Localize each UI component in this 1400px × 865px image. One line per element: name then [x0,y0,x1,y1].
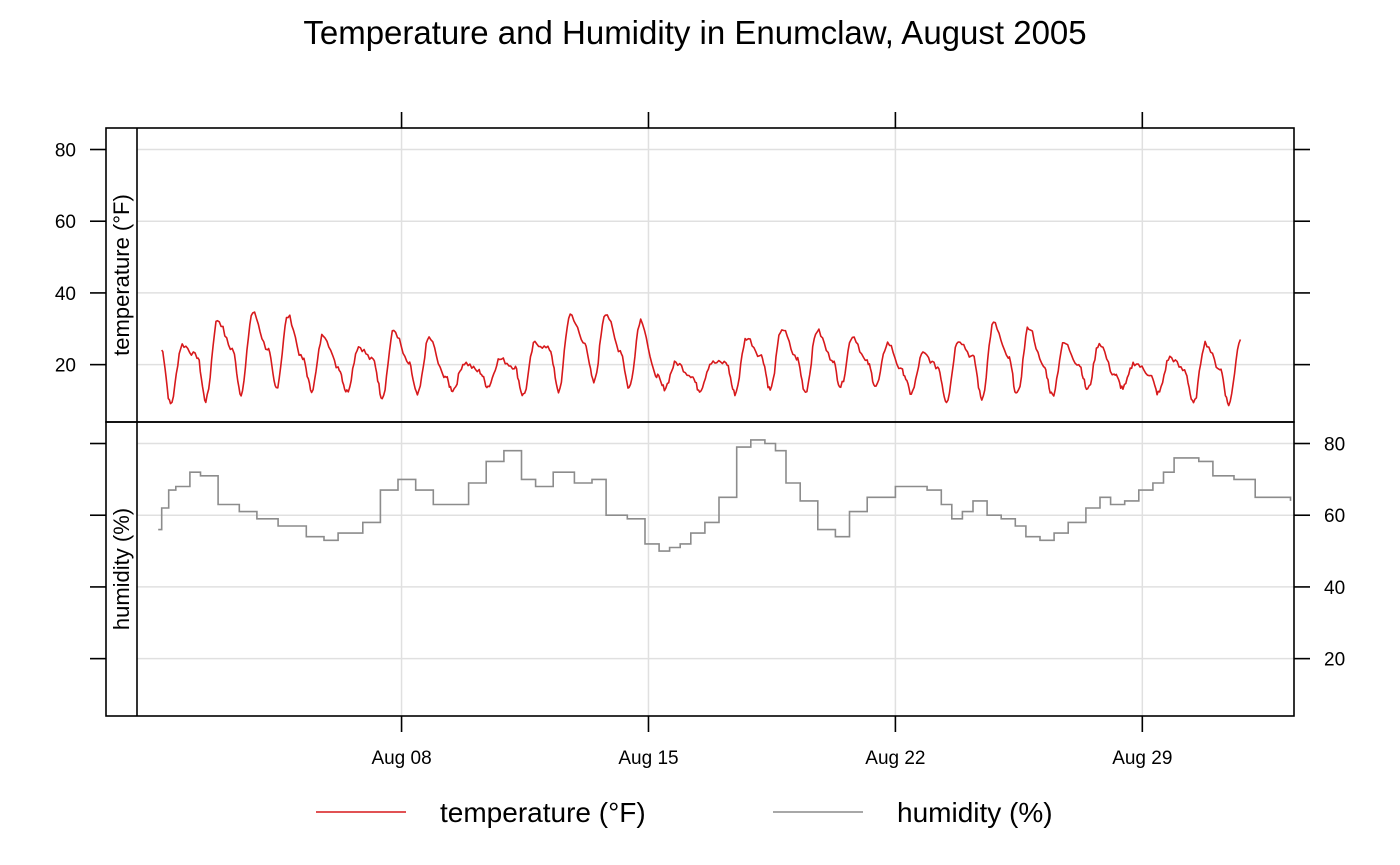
axes: 20 40 60 80 20 40 60 80 Aug 08 Aug 15 Aug 22 Aug 29 [55,112,1345,769]
y-tick-label: 80 [55,141,76,162]
legend-temperature-label: temperature (°F) [440,797,646,828]
temperature-series-line [161,311,1242,407]
humidity-panel-frame [105,421,1295,717]
y-tick-label: 20 [1324,650,1345,671]
x-tick-label: Aug 08 [371,748,431,769]
y-tick-label: 20 [55,356,76,377]
humidity-series-line [158,439,1292,552]
y-tick-label: 40 [1324,578,1345,599]
temperature-panel: temperature (°F) [105,127,1295,423]
y-tick-label: 60 [55,212,76,233]
temperature-strip-label: temperature (°F) [109,194,134,356]
legend: temperature (°F) humidity (%) [316,797,1053,828]
x-tick-label: Aug 29 [1112,748,1172,769]
grid [137,128,1294,716]
legend-humidity-label: humidity (%) [897,797,1053,828]
humidity-strip-label: humidity (%) [109,508,134,630]
y-tick-label: 80 [1324,435,1345,456]
temperature-panel-frame [105,127,1295,423]
chart-title: Temperature and Humidity in Enumclaw, Au… [303,14,1086,51]
y-tick-label: 40 [55,284,76,305]
x-tick-label: Aug 22 [865,748,925,769]
x-tick-label: Aug 15 [618,748,678,769]
y-tick-label: 60 [1324,506,1345,527]
humidity-panel: humidity (%) [105,421,1295,717]
